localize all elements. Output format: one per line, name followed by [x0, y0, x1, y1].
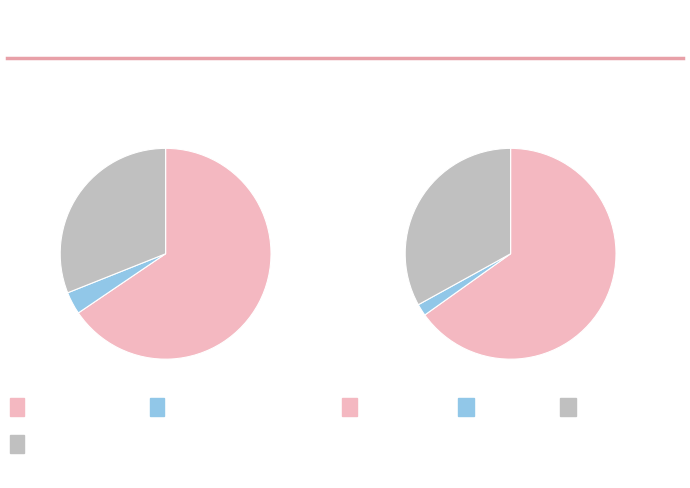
Wedge shape: [405, 148, 511, 305]
Wedge shape: [418, 254, 511, 315]
FancyBboxPatch shape: [10, 398, 24, 416]
FancyBboxPatch shape: [342, 398, 357, 416]
FancyBboxPatch shape: [457, 398, 473, 416]
Wedge shape: [68, 254, 166, 313]
FancyBboxPatch shape: [10, 435, 24, 453]
FancyBboxPatch shape: [560, 398, 575, 416]
Wedge shape: [79, 148, 271, 359]
Wedge shape: [60, 148, 166, 293]
FancyBboxPatch shape: [150, 398, 164, 416]
Wedge shape: [425, 148, 616, 359]
